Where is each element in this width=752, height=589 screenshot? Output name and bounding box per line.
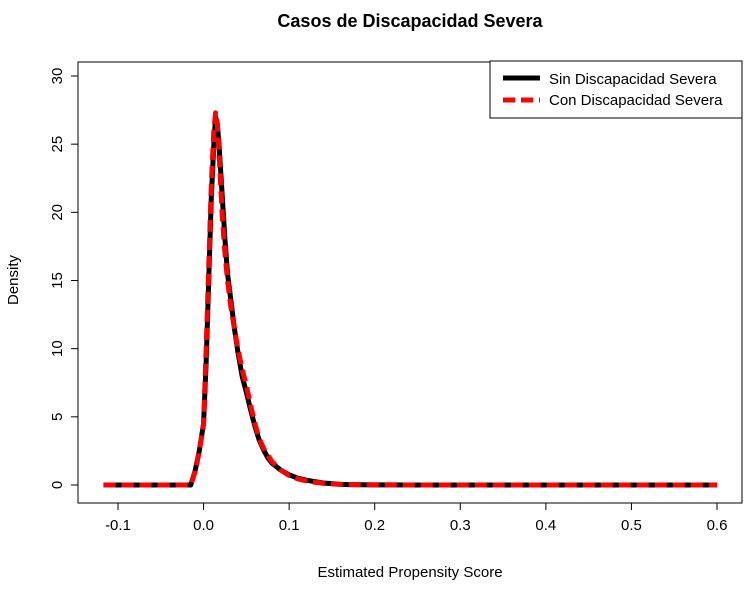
y-tick-label: 0	[49, 481, 66, 489]
x-tick-label: 0.4	[535, 517, 556, 534]
y-tick-label: 10	[49, 340, 66, 357]
y-tick-label: 5	[49, 413, 66, 421]
y-tick-label: 30	[49, 68, 66, 85]
series-line-sin-discapacidad	[103, 114, 717, 488]
y-tick-label: 25	[49, 136, 66, 153]
x-tick-label: 0.3	[450, 517, 471, 534]
x-tick-label: 0.2	[364, 517, 385, 534]
x-axis-label: Estimated Propensity Score	[317, 564, 502, 581]
y-axis: 0 5 10 15 20 25 30	[49, 68, 78, 489]
chart-title: Casos de Discapacidad Severa	[277, 11, 543, 31]
legend-label-con: Con Discapacidad Severa	[549, 92, 723, 109]
legend-label-sin: Sin Discapacidad Severa	[549, 71, 717, 88]
x-tick-label: 0.6	[707, 517, 728, 534]
series-layer	[103, 110, 717, 488]
y-tick-label: 15	[49, 272, 66, 289]
series-line-con-discapacidad	[103, 110, 717, 488]
x-tick-label: 0.5	[621, 517, 642, 534]
x-axis: -0.1 0.0 0.1 0.2 0.3 0.4 0.5 0.6	[105, 503, 727, 534]
x-tick-label: -0.1	[105, 517, 131, 534]
y-tick-label: 20	[49, 204, 66, 221]
legend-box	[489, 60, 743, 119]
y-axis-label: Density	[5, 254, 22, 305]
x-tick-label: 0.1	[279, 517, 300, 534]
plot-frame	[77, 61, 743, 504]
legend: Sin Discapacidad Severa Con Discapacidad…	[489, 60, 743, 119]
x-tick-label: 0.0	[193, 517, 214, 534]
